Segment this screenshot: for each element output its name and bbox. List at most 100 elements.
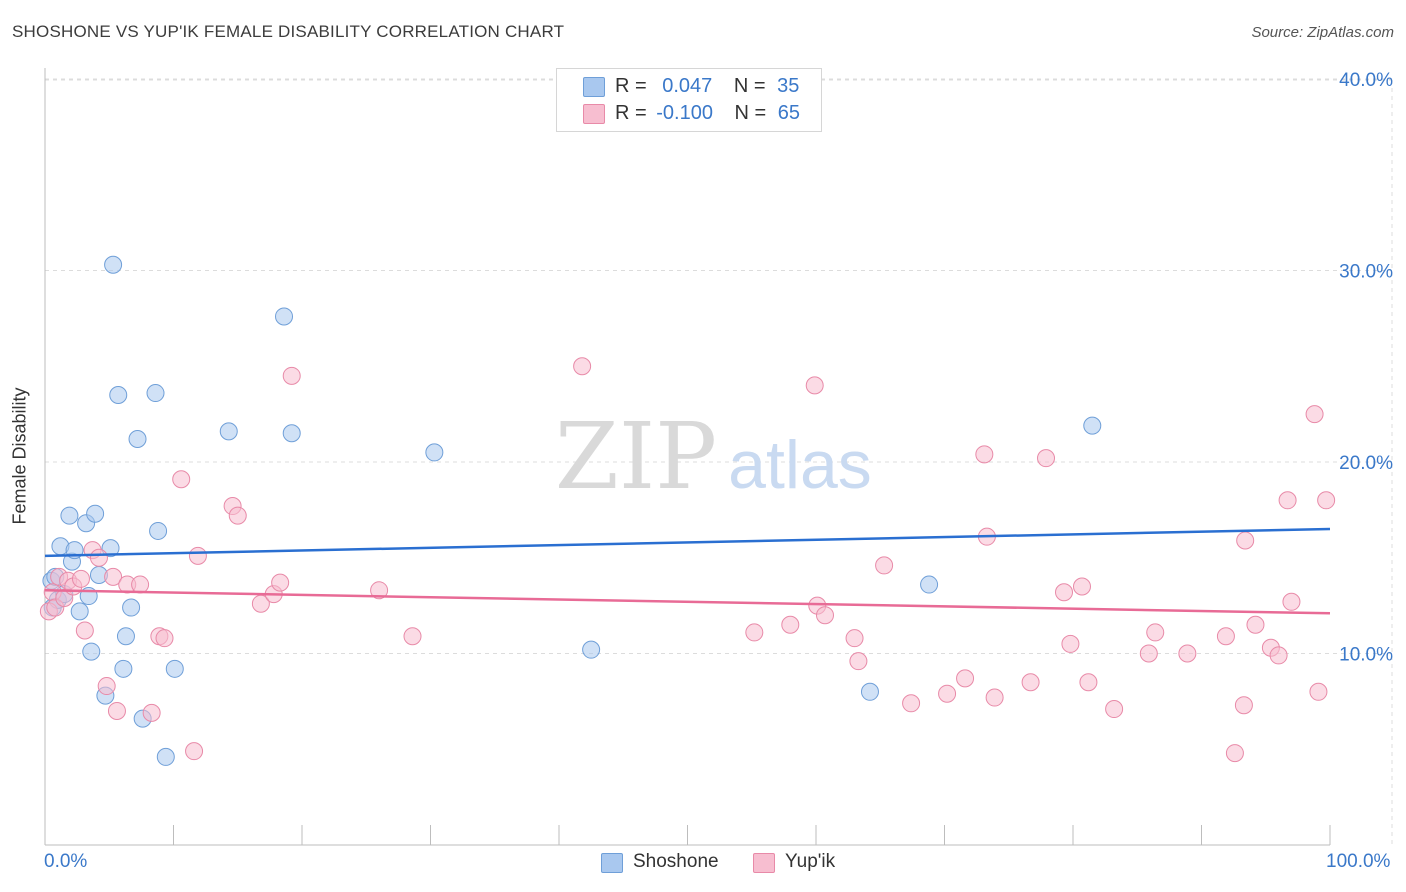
point-yupik	[131, 575, 150, 594]
point-shoshone	[920, 575, 939, 594]
point-yupik	[1021, 673, 1040, 692]
point-shoshone	[425, 443, 444, 462]
point-yupik	[1079, 673, 1098, 692]
point-shoshone	[282, 424, 301, 443]
point-yupik	[1105, 700, 1124, 719]
y-tick-labels: 10.0% 20.0% 30.0% 40.0%	[1339, 70, 1393, 666]
legend-label-shoshone: Shoshone	[633, 851, 719, 872]
y-tick-label: 20.0%	[1339, 453, 1393, 474]
point-yupik	[104, 567, 123, 586]
point-yupik	[1278, 491, 1297, 510]
point-yupik	[573, 357, 592, 376]
legend-n-value: 65	[777, 102, 801, 124]
data-points	[39, 255, 1336, 766]
point-shoshone	[275, 307, 294, 326]
watermark: ZIP atlas	[555, 403, 872, 510]
point-yupik	[1305, 405, 1324, 424]
x-max-label: 100.0%	[1326, 851, 1391, 872]
point-shoshone	[60, 506, 79, 525]
point-yupik	[370, 581, 389, 600]
y-tick-label: 40.0%	[1339, 70, 1393, 91]
point-shoshone	[122, 598, 141, 617]
stats-legend: R = 0.047 N = 35 R = -0.100 N = 65	[556, 68, 822, 132]
chart-title: SHOSHONE VS YUP'IK FEMALE DISABILITY COR…	[12, 22, 565, 41]
x-min-label: 0.0%	[44, 851, 88, 872]
point-yupik	[1246, 615, 1265, 634]
point-shoshone	[219, 422, 238, 441]
watermark-zip: ZIP	[555, 403, 717, 510]
point-yupik	[1178, 644, 1197, 663]
point-yupik	[97, 677, 116, 696]
legend-swatch-yupik	[753, 853, 775, 873]
point-yupik	[1269, 646, 1288, 665]
legend-r-value: 0.047	[662, 75, 713, 97]
point-shoshone	[116, 627, 135, 646]
source-label: Source: ZipAtlas.com	[1251, 24, 1394, 41]
point-yupik	[1055, 583, 1074, 602]
point-yupik	[849, 652, 868, 671]
point-yupik	[403, 627, 422, 646]
point-yupik	[155, 629, 174, 648]
point-yupik	[1236, 531, 1255, 550]
point-yupik	[185, 742, 204, 761]
point-shoshone	[109, 385, 128, 404]
legend-r-label: R =	[615, 75, 647, 97]
trend-line-shoshone	[44, 527, 1331, 558]
point-yupik	[282, 366, 301, 385]
point-shoshone	[128, 430, 147, 449]
point-yupik	[875, 556, 894, 575]
point-yupik	[1061, 634, 1080, 653]
point-shoshone	[582, 640, 601, 659]
legend-r-label: R =	[615, 102, 647, 124]
point-yupik	[938, 684, 957, 703]
point-yupik	[1225, 744, 1244, 763]
point-yupik	[745, 623, 764, 642]
point-yupik	[1282, 592, 1301, 611]
point-shoshone	[860, 682, 879, 701]
point-yupik	[172, 470, 191, 489]
point-yupik	[271, 573, 290, 592]
point-yupik	[902, 694, 921, 713]
point-shoshone	[86, 504, 105, 523]
point-shoshone	[156, 747, 175, 766]
point-shoshone	[146, 384, 165, 403]
point-yupik	[1146, 623, 1165, 642]
point-yupik	[71, 569, 90, 588]
point-shoshone	[82, 642, 101, 661]
point-yupik	[975, 445, 994, 464]
point-yupik	[805, 376, 824, 395]
grid-lines	[45, 78, 1393, 845]
point-yupik	[142, 703, 161, 722]
point-yupik	[107, 701, 126, 720]
point-yupik	[1216, 627, 1235, 646]
axes	[44, 68, 1331, 846]
point-shoshone	[149, 521, 168, 540]
point-yupik	[985, 688, 1004, 707]
legend-swatch-shoshone	[601, 853, 623, 873]
point-yupik	[781, 615, 800, 634]
legend-swatch-yupik	[583, 104, 605, 124]
y-tick-label: 10.0%	[1339, 645, 1393, 666]
trend-lines	[44, 527, 1331, 615]
point-yupik	[1072, 577, 1091, 596]
legend-r-value: -0.100	[656, 102, 713, 124]
y-axis-label: Female Disability	[9, 387, 30, 525]
point-yupik	[1317, 491, 1336, 510]
legend-swatch-shoshone	[583, 77, 605, 97]
point-yupik	[956, 669, 975, 688]
point-yupik	[89, 548, 108, 567]
point-yupik	[845, 629, 864, 648]
point-yupik	[1234, 696, 1253, 715]
y-tick-label: 30.0%	[1339, 262, 1393, 283]
point-shoshone	[165, 659, 184, 678]
point-shoshone	[101, 539, 120, 558]
point-yupik	[188, 546, 207, 565]
point-yupik	[815, 606, 834, 625]
point-yupik	[1309, 682, 1328, 701]
point-shoshone	[1083, 416, 1102, 435]
point-shoshone	[104, 255, 123, 274]
trend-line-yupik	[44, 589, 1331, 615]
legend-n-value: 35	[777, 75, 800, 97]
legend-n-label: N =	[734, 102, 767, 124]
